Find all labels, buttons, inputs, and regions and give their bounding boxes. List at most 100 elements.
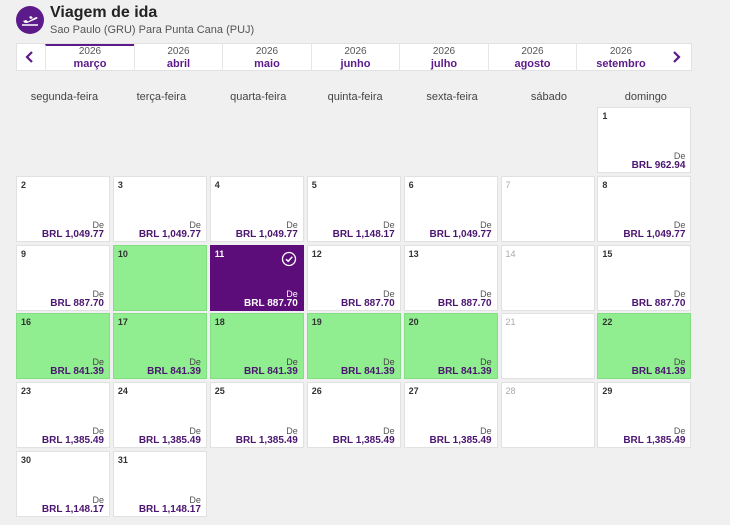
calendar-day[interactable]: 18 De BRL 841.39 xyxy=(209,313,304,380)
calendar-day: 21 xyxy=(500,313,595,380)
calendar-day[interactable]: 9 De BRL 887.70 xyxy=(16,244,110,311)
calendar-day[interactable]: 10 xyxy=(112,244,207,311)
calendar-day[interactable]: 16 De BRL 841.39 xyxy=(16,313,110,380)
day-number: 17 xyxy=(117,317,128,328)
calendar-day[interactable]: 31 De BRL 1,148.17 xyxy=(112,451,207,517)
calendar-day[interactable]: 3 De BRL 1,049.77 xyxy=(112,175,207,242)
fare-price: BRL 887.70 xyxy=(631,297,686,309)
calendar-day[interactable]: 20 De BRL 841.39 xyxy=(403,313,498,380)
price-prefix: De xyxy=(92,288,104,299)
day-number: 12 xyxy=(311,248,322,259)
price-prefix: De xyxy=(189,219,201,230)
price-prefix: De xyxy=(286,426,298,437)
calendar-day[interactable]: 1 De BRL 962.94 xyxy=(597,107,692,173)
calendar-day[interactable]: 17 De BRL 841.39 xyxy=(112,313,207,380)
tab-year: 2026 xyxy=(432,46,456,57)
fare-price: BRL 962.94 xyxy=(631,160,686,171)
fare-price: BRL 1,148.17 xyxy=(41,504,104,515)
tab-month-0[interactable]: 2026 março xyxy=(45,44,134,71)
price-prefix: De xyxy=(286,219,298,230)
day-number: 3 xyxy=(117,179,123,190)
tab-year: 2026 xyxy=(521,46,544,57)
day-number: 23 xyxy=(21,386,32,397)
price-prefix: De xyxy=(673,151,686,161)
calendar-day[interactable]: 6 De BRL 1,049.77 xyxy=(403,175,498,242)
tab-month-5[interactable]: 2026 agosto xyxy=(487,44,577,71)
fare-price: BRL 1,385.49 xyxy=(332,435,395,447)
previous-month-button[interactable] xyxy=(17,44,45,71)
price-prefix: De xyxy=(286,357,298,368)
check-circle-icon xyxy=(281,251,296,266)
calendar-day[interactable]: 23 De BRL 1,385.49 xyxy=(16,382,110,449)
day-number: 31 xyxy=(117,455,128,465)
calendar-day: 28 xyxy=(500,382,595,449)
price-prefix: De xyxy=(189,357,201,368)
weekday-label: quinta-feira xyxy=(327,91,383,103)
day-number: 14 xyxy=(505,248,516,259)
price-prefix: De xyxy=(673,288,686,299)
price-prefix: De xyxy=(480,219,492,230)
calendar-day[interactable]: 27 De BRL 1,385.49 xyxy=(403,382,498,449)
day-number: 29 xyxy=(602,386,613,397)
calendar-day[interactable]: 24 De BRL 1,385.49 xyxy=(112,382,207,449)
fare-price: BRL 1,049.77 xyxy=(429,228,492,240)
day-number: 30 xyxy=(21,455,32,465)
fare-price: BRL 1,049.77 xyxy=(235,228,298,240)
fare-price: BRL 1,385.49 xyxy=(235,435,298,447)
calendar-day[interactable]: 19 De BRL 841.39 xyxy=(306,313,401,380)
calendar-day[interactable]: 11 De BRL 887.70 xyxy=(209,244,304,311)
price-prefix: De xyxy=(92,426,104,437)
fare-price: BRL 1,385.49 xyxy=(41,435,104,447)
price-prefix: De xyxy=(92,219,104,230)
weekday-header: segunda-feira terça-feira quarta-feira quin… xyxy=(16,91,694,105)
fare-price: BRL 887.70 xyxy=(244,297,298,309)
price-prefix: De xyxy=(383,288,395,299)
tab-month-2[interactable]: 2026 maio xyxy=(222,44,311,71)
calendar-day[interactable]: 30 De BRL 1,148.17 xyxy=(16,451,110,517)
tab-month-1[interactable]: 2026 abril xyxy=(133,44,223,71)
price-prefix: De xyxy=(383,219,395,230)
day-number: 13 xyxy=(408,248,419,259)
day-number: 20 xyxy=(408,317,419,328)
tab-month-name: setembro xyxy=(596,58,646,70)
calendar-day[interactable]: 26 De BRL 1,385.49 xyxy=(306,382,401,449)
next-month-button[interactable] xyxy=(663,44,691,71)
day-number: 25 xyxy=(214,386,225,397)
price-prefix: De xyxy=(480,426,492,437)
airplane-takeoff-icon xyxy=(16,6,44,34)
calendar-day[interactable]: 5 De BRL 1,148.17 xyxy=(306,175,401,242)
tab-month-name: março xyxy=(73,58,107,70)
calendar-day[interactable]: 12 De BRL 887.70 xyxy=(306,244,401,311)
calendar-day[interactable]: 8 De BRL 1,049.77 xyxy=(597,175,692,242)
day-number: 10 xyxy=(117,248,128,259)
fare-price: BRL 887.70 xyxy=(50,297,104,309)
calendar-day[interactable]: 15 De BRL 887.70 xyxy=(597,244,692,311)
calendar-day[interactable]: 25 De BRL 1,385.49 xyxy=(209,382,304,449)
weekday-label: terça-feira xyxy=(136,91,187,103)
calendar-day[interactable]: 4 De BRL 1,049.77 xyxy=(209,175,304,242)
day-number: 4 xyxy=(214,179,220,190)
calendar-day[interactable]: 22 De BRL 841.39 xyxy=(597,313,692,380)
month-tabs: 2026 março 2026 abril 2026 maio 2026 junho 2026 j… xyxy=(16,43,692,71)
price-prefix: De xyxy=(286,288,298,299)
day-number: 15 xyxy=(602,248,613,259)
tab-month-4[interactable]: 2026 julho xyxy=(399,44,488,71)
day-number: 6 xyxy=(408,179,414,190)
tab-year: 2026 xyxy=(78,46,102,57)
fare-price: BRL 841.39 xyxy=(631,366,686,378)
fare-price: BRL 1,385.49 xyxy=(429,435,492,447)
fare-price: BRL 841.39 xyxy=(147,366,201,378)
tab-month-3[interactable]: 2026 junho xyxy=(310,44,400,71)
fare-price: BRL 1,385.49 xyxy=(623,435,686,447)
tab-year: 2026 xyxy=(255,46,279,57)
price-prefix: De xyxy=(92,357,104,368)
fare-price: BRL 887.70 xyxy=(437,297,492,309)
day-number: 7 xyxy=(505,179,511,190)
day-number: 2 xyxy=(21,179,27,190)
calendar-day[interactable]: 13 De BRL 887.70 xyxy=(403,244,498,311)
calendar-day[interactable]: 29 De BRL 1,385.49 xyxy=(597,382,692,449)
tab-month-6[interactable]: 2026 setembro xyxy=(576,44,665,71)
weekday-label: quarta-feira xyxy=(230,91,287,103)
calendar-day[interactable]: 2 De BRL 1,049.77 xyxy=(16,175,110,242)
tab-month-name: agosto xyxy=(514,58,551,70)
